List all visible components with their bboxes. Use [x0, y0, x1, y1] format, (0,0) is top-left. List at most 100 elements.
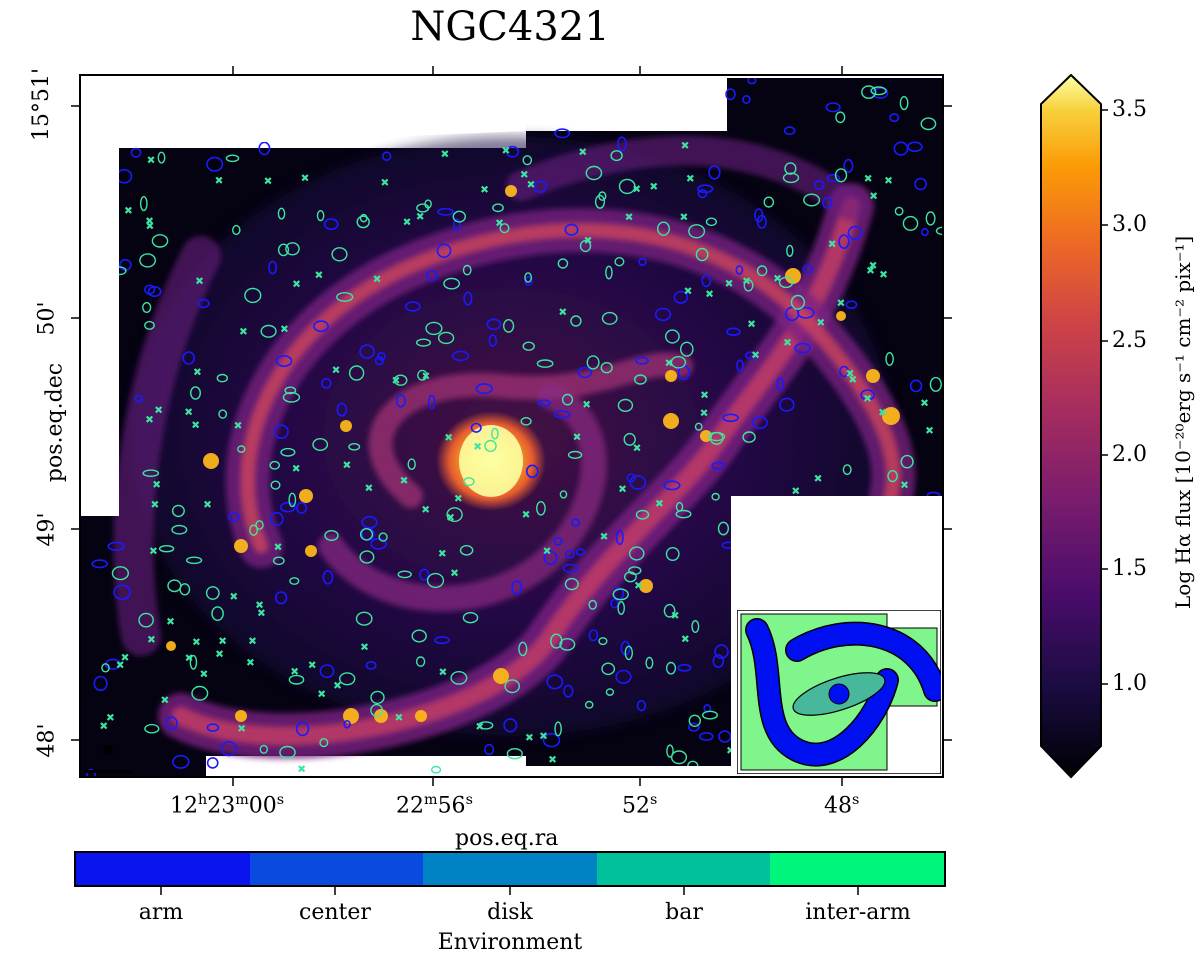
- point-source-marker: ×: [527, 180, 535, 190]
- hii-region-contour: [847, 225, 863, 240]
- hii-region-contour: [463, 291, 473, 306]
- environment-mask-inset: [737, 610, 941, 774]
- hii-region-contour: [503, 318, 515, 333]
- hii-region-contour: [459, 544, 474, 556]
- hii-region-contour: [205, 586, 220, 600]
- hii-region-contour: [784, 162, 797, 175]
- point-source-marker: ×: [147, 155, 155, 165]
- hii-region-contour: [436, 243, 452, 258]
- hii-region-contour: [431, 765, 442, 774]
- hii-region-contour: [279, 745, 296, 760]
- hii-region-contour: [654, 307, 672, 322]
- hii-region-contour: [323, 218, 339, 231]
- point-source-marker: ×: [451, 569, 459, 579]
- hii-region-contour: [359, 527, 374, 541]
- point-source-marker: ×: [867, 266, 875, 276]
- hii-region-contour: [316, 210, 325, 222]
- hii-region-contour: [537, 399, 551, 407]
- colorbar-ticks: [1100, 109, 1108, 685]
- point-source-marker: ×: [665, 359, 673, 369]
- hii-region-contour: [525, 464, 539, 479]
- point-source-marker: ×: [334, 681, 342, 691]
- point-source-marker: ×: [100, 722, 108, 732]
- hii-region-contour: [313, 320, 329, 333]
- hii-region-contour: [101, 663, 110, 673]
- hii-region-contour: [553, 410, 571, 419]
- hii-region-contour: [139, 195, 148, 212]
- hii-region-contour: [778, 276, 794, 289]
- hii-region-contour: [790, 294, 806, 310]
- point-source-marker: ×: [727, 746, 735, 756]
- hii-region-contour: [111, 566, 130, 581]
- point-source-marker: ×: [671, 611, 679, 621]
- hii-region-contour: [702, 710, 719, 720]
- hii-region-contour: [636, 699, 647, 712]
- hii-region-contour: [285, 242, 300, 256]
- hii-region-contour: [605, 688, 615, 696]
- hii-region-contour: [624, 571, 637, 583]
- colorbar-tick-label: 3.0: [1112, 212, 1147, 237]
- hii-region-contour: [712, 654, 725, 668]
- hii-region-contour: [776, 377, 784, 392]
- hii-region-contour: [626, 473, 636, 483]
- hii-region-contour: [618, 178, 636, 195]
- point-source-marker: ×: [193, 638, 201, 648]
- hii-region-contour: [524, 272, 532, 283]
- hii-region-contour: [272, 556, 285, 566]
- hii-region-contour: [920, 117, 937, 131]
- hii-region-contour: [665, 661, 677, 675]
- point-source-marker: ×: [814, 474, 822, 484]
- point-source-marker: ×: [921, 399, 929, 409]
- hii-region-contour: [605, 265, 613, 280]
- hii-region-contour: [921, 228, 929, 237]
- hii-region-contour: [909, 379, 923, 393]
- point-source-marker: ×: [125, 206, 133, 216]
- hii-region-contour: [615, 529, 624, 546]
- hii-region-contour: [339, 672, 356, 686]
- hii-region-contour: [822, 196, 833, 209]
- hii-region-contour: [585, 165, 603, 181]
- point-source-marker: ×: [901, 481, 909, 491]
- hii-region-contour: [279, 501, 296, 513]
- hii-region-contour: [518, 641, 528, 657]
- point-source-marker: ×: [146, 222, 154, 232]
- hii-region-contour: [563, 684, 574, 698]
- point-source-marker: ×: [216, 649, 224, 659]
- hii-region-contour: [491, 427, 499, 440]
- hii-region-contour: [273, 424, 289, 440]
- hii-region-contour: [893, 141, 909, 156]
- hii-region-contour: [452, 350, 470, 362]
- point-source-marker: ×: [445, 433, 453, 443]
- hii-region-contour: [370, 537, 388, 550]
- point-source-marker: ×: [153, 480, 161, 490]
- point-source-marker: ×: [543, 546, 551, 556]
- hii-region-contour: [663, 603, 676, 618]
- hii-region-contour: [786, 244, 794, 257]
- point-source-marker: ×: [249, 637, 257, 647]
- hii-region-contour: [225, 154, 240, 163]
- hii-region-contour: [171, 504, 185, 518]
- hii-region-contour: [206, 723, 220, 732]
- hii-region-contour: [365, 661, 377, 670]
- hii-region-contour: [725, 88, 736, 101]
- hii-region-contour: [834, 168, 848, 183]
- env-seg-disk: [423, 853, 597, 885]
- hii-region-contour: [825, 102, 841, 113]
- hii-region-contour: [601, 662, 616, 676]
- hii-region-contour: [484, 743, 495, 756]
- hii-region-contour: [91, 559, 109, 569]
- hii-region-contour: [617, 136, 627, 152]
- hii-region-contour: [288, 674, 305, 685]
- hii-region-contour: [577, 366, 592, 379]
- hii-region-contour: [503, 718, 518, 733]
- hii-region-contour: [172, 754, 190, 769]
- hii-region-contour: [842, 464, 852, 475]
- env-label-center: center: [299, 900, 371, 925]
- hii-region-contour: [696, 184, 714, 194]
- point-source-marker: ×: [373, 275, 381, 285]
- hii-region-contour: [249, 524, 259, 536]
- hii-region-contour: [185, 556, 203, 565]
- point-source-marker: ×: [219, 636, 227, 646]
- point-source-marker: ×: [526, 733, 534, 743]
- hii-region-contour: [397, 570, 412, 579]
